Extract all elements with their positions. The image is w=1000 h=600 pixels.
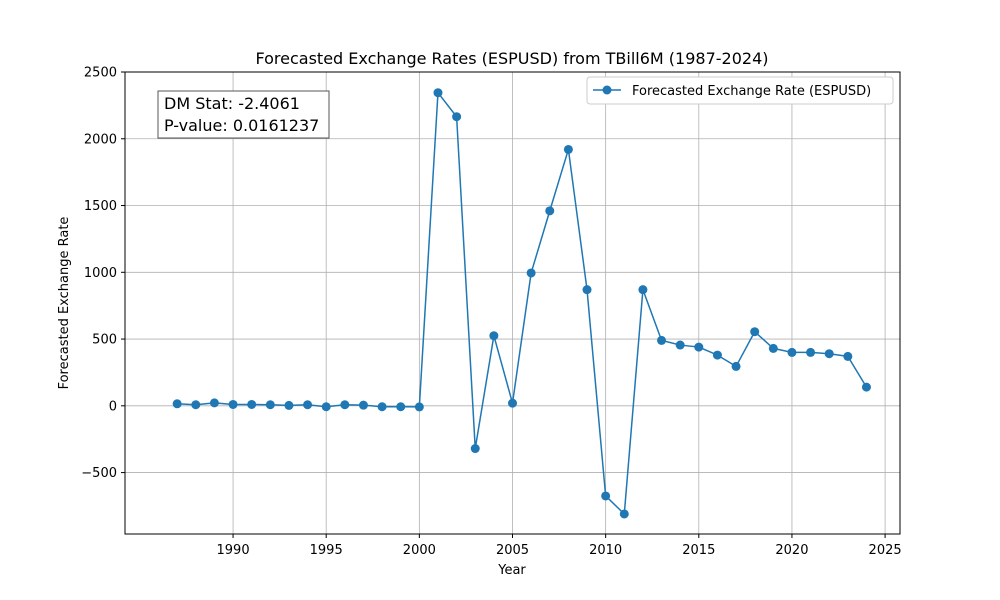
data-point [433,88,443,98]
y-tick-label: 500 [92,333,117,348]
stat-box-frame [157,90,330,139]
x-tick-label: 2010 [589,543,622,558]
y-tick-label: 1500 [84,199,117,214]
data-point [545,206,555,216]
data-point [712,350,722,360]
stat-annotation-box: DM Stat: -2.4061 P-value: 0.0161237 [157,90,330,139]
data-point [582,285,592,295]
data-point [750,327,760,337]
data-point [526,268,536,278]
data-point [768,343,778,353]
data-point [247,399,257,409]
data-point [787,347,797,357]
data-point [377,402,387,412]
data-point [563,144,573,154]
x-tick-label: 2015 [682,543,715,558]
x-tick-label: 1990 [217,543,250,558]
legend-marker-swatch [602,85,612,95]
data-point [657,335,667,345]
data-point [228,399,238,409]
series-layer [172,88,871,519]
data-point [265,400,275,410]
y-tick-label: 0 [109,399,117,414]
data-point [824,349,834,359]
data-point [470,444,480,454]
data-point [675,340,685,350]
data-point [396,402,406,412]
data-point [191,400,201,410]
x-tick-label: 1995 [310,543,343,558]
data-point [861,382,871,392]
data-point [843,351,853,361]
data-point [358,400,368,410]
x-tick-label: 2000 [403,543,436,558]
chart-title: Forecasted Exchange Rates (ESPUSD) from … [255,49,768,68]
data-point [489,331,499,341]
ticks: 1990 1995 2000 2005 2010 2015 2020 2025 −500 0 500… [81,66,901,559]
y-tick-label: 1000 [84,266,117,281]
x-tick-label: 2025 [869,543,902,558]
data-point [209,398,219,408]
dm-stat-text: DM Stat: -2.4061 [164,94,300,113]
legend-frame [586,76,894,105]
p-value-text: P-value: 0.0161237 [164,116,319,135]
data-point [508,398,517,408]
legend-label: Forecasted Exchange Rate (ESPUSD) [632,84,871,99]
data-point [694,342,704,352]
legend: Forecasted Exchange Rate (ESPUSD) [586,76,894,105]
data-point [731,361,741,371]
data-point [638,285,648,295]
y-tick-label: −500 [81,466,117,481]
data-point [340,400,350,410]
x-tick-label: 2005 [496,543,529,558]
data-point [601,491,611,501]
data-point [619,509,629,519]
x-tick-label: 2020 [775,543,808,558]
x-axis-label: Year [497,563,526,578]
data-point [303,400,313,410]
data-point [172,399,182,409]
y-tick-label: 2000 [84,132,117,147]
data-point [414,402,424,412]
data-point [284,400,294,410]
data-point [452,112,462,122]
y-axis-label: Forecasted Exchange Rate [57,217,72,390]
data-point [806,347,816,357]
data-point [321,402,331,412]
y-tick-label: 2500 [84,66,117,81]
